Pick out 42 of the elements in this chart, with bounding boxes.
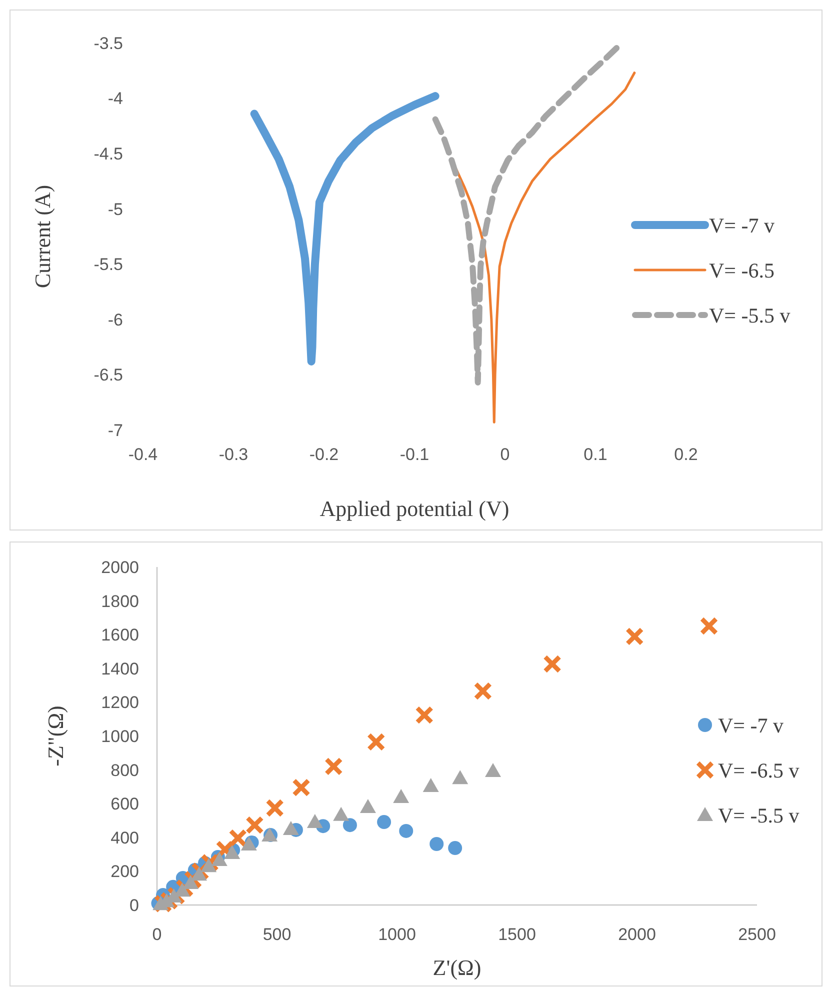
legend-label: V= -6.5 [709,258,775,282]
legend-label: V= -5.5 v [718,803,800,828]
y-tick-label: 0 [130,896,139,915]
y-tick-label: -4 [108,89,123,108]
x-tick-label: -0.4 [128,445,158,464]
y-tick-label: -3.5 [94,34,123,53]
y-tick-label: 1400 [101,659,139,678]
legend-label: V= -7 v [709,213,775,238]
y-tick-label: 1800 [101,592,139,611]
y-tick-label: 2000 [101,558,139,577]
y-tick-label: 400 [110,828,139,848]
y-tick-label: -6 [108,310,123,330]
x-tick-label: 0.2 [674,445,698,464]
x-tick-label: -0.3 [218,445,248,464]
y-tick-label: 200 [110,862,139,882]
x-axis-title: Z'(Ω) [432,955,482,980]
y-tick-label: -7 [108,420,123,440]
x-tick-label: 0.1 [584,445,608,464]
y-tick-label: -4.5 [94,144,123,164]
y-tick-label: 600 [110,794,139,814]
x-axis-title: Applied potential (V) [320,496,510,521]
y-tick-label: 1200 [101,693,139,712]
y-tick-label: 1000 [101,726,139,746]
y-tick-label: 1600 [101,626,139,645]
x-tick-label: 0 [500,445,510,464]
x-tick-label: 1000 [378,925,416,944]
y-tick-label: 800 [110,760,139,780]
y-axis-title: Current (A) [30,184,55,288]
x-tick-label: 2000 [618,925,656,944]
legend-label: V= -5.5 v [709,303,791,328]
legend-label: V= -6.5 v [718,758,800,782]
x-tick-label: 2500 [738,925,776,944]
legend-label: V= -7 v [718,713,784,738]
x-tick-label: -0.2 [309,445,339,464]
y-tick-label: -5.5 [94,255,123,274]
y-tick-label: -5 [108,200,123,219]
x-tick-label: 500 [262,925,292,944]
x-tick-label: 0 [152,925,162,944]
y-tick-label: -6.5 [94,366,123,385]
x-tick-label: 1500 [498,925,536,944]
y-axis-title: -Z"(Ω) [43,706,68,766]
x-tick-label: -0.1 [400,445,430,464]
